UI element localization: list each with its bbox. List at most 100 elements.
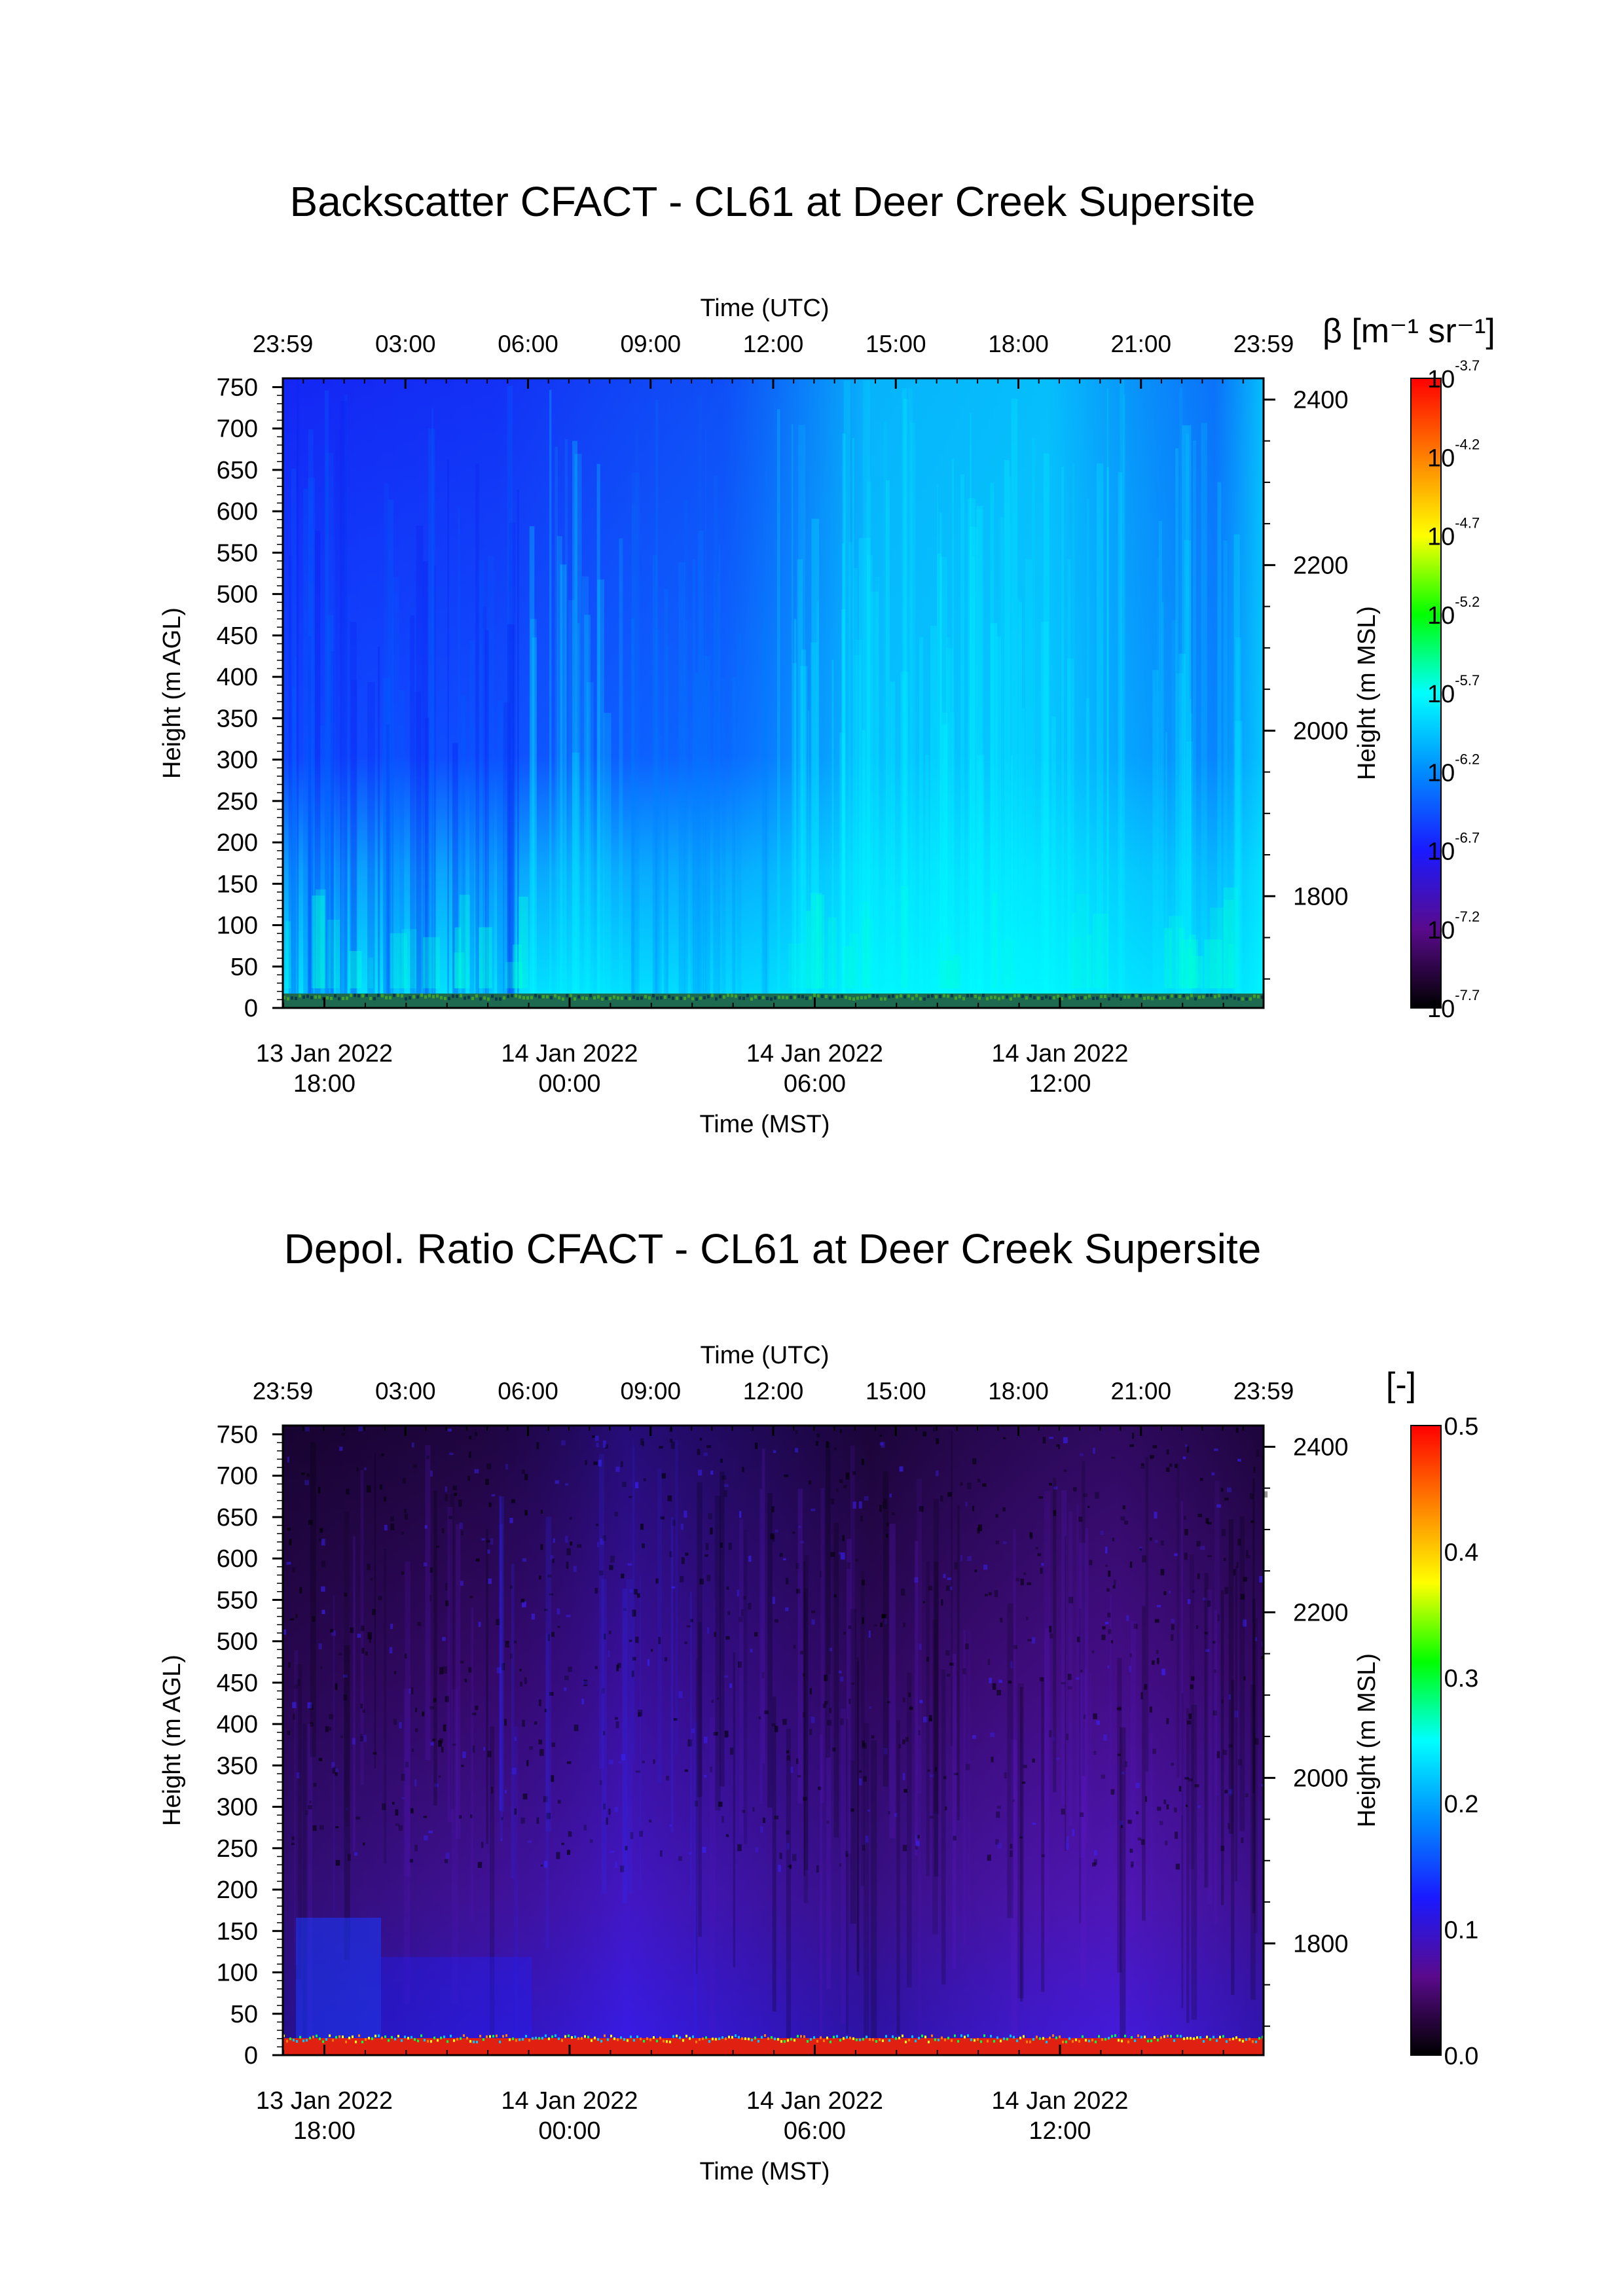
heatmap-speckle (850, 1808, 854, 1812)
heatmap-speckle (294, 1684, 298, 1689)
heatmap-aerosol-blob (1169, 916, 1183, 988)
top-axis-tick-label: 12:00 (743, 1378, 804, 1405)
heatmap-speckle (727, 1611, 731, 1615)
heatmap-surface-speckle (381, 994, 384, 997)
heatmap-streak (1231, 1679, 1235, 1995)
heatmap-speckle (889, 1494, 892, 1498)
heatmap-speckle (429, 1470, 433, 1477)
heatmap-surface-speckle (466, 2037, 468, 2040)
heatmap-speckle (786, 1755, 790, 1761)
heatmap-surface-speckle (1053, 996, 1055, 999)
heatmap-surface-speckle (892, 994, 894, 998)
heatmap-speckle (932, 1427, 936, 1432)
heatmap-speckle (335, 1683, 338, 1691)
heatmap-speckle (422, 1711, 425, 1717)
heatmap-streak (792, 663, 797, 1008)
heatmap-speckle (566, 1761, 572, 1765)
heatmap-surface-speckle (888, 2039, 890, 2042)
heatmap-surface-speckle (846, 2036, 848, 2039)
heatmap-surface-speckle (656, 996, 659, 1000)
heatmap-surface-speckle (771, 2036, 773, 2039)
heatmap-surface-speckle (830, 2040, 831, 2043)
heatmap-speckle (1204, 1632, 1209, 1635)
heatmap-surface-speckle (433, 2036, 435, 2039)
colorbar-tick-exponent: -3.7 (1455, 357, 1480, 374)
heatmap-streak (804, 1554, 809, 1870)
left-axis-tick-label: 600 (217, 498, 258, 526)
heatmap-speckle (564, 1483, 569, 1486)
heatmap-surface-speckle (1095, 2040, 1097, 2043)
colorbar-tick-exponent: -5.2 (1455, 594, 1480, 610)
heatmap-surface-speckle (428, 994, 431, 997)
heatmap-surface-speckle (1245, 997, 1248, 1001)
heatmap-surface-speckle (1226, 2040, 1228, 2043)
heatmap-speckle (551, 1742, 556, 1748)
heatmap-speckle (313, 1783, 317, 1787)
heatmap-speckle (321, 1609, 325, 1615)
heatmap-speckle (786, 1750, 790, 1753)
heatmap-streak (1150, 1733, 1153, 2049)
heatmap-surface-speckle (869, 2037, 871, 2041)
heatmap-speckle (647, 1659, 650, 1666)
heatmap-streak (549, 389, 552, 1008)
heatmap-speckle (661, 1473, 666, 1479)
heatmap-surface-speckle (574, 997, 576, 1001)
heatmap-streak (500, 1524, 503, 1839)
heatmap-speckle (1188, 1713, 1192, 1719)
heatmap-streak (797, 559, 803, 1008)
heatmap-speckle (945, 1585, 951, 1591)
heatmap-surface-speckle (939, 994, 941, 998)
heatmap-speckle (902, 1844, 907, 1852)
heatmap-surface-speckle (456, 994, 458, 998)
heatmap-speckle (834, 1447, 837, 1450)
heatmap-streak (1228, 1519, 1234, 1835)
heatmap-speckle (761, 1672, 765, 1679)
heatmap-streak (820, 1488, 824, 1803)
heatmap-streak (934, 1562, 939, 1877)
heatmap-speckle (1243, 1577, 1247, 1582)
colorbar-tick-label: 10-7.2 (1427, 908, 1480, 944)
heatmap-speckle (1174, 1831, 1178, 1839)
heatmap-surface-speckle (601, 997, 604, 1001)
heatmap-speckle (627, 1563, 632, 1566)
heatmap-speckle (642, 1761, 645, 1763)
heatmap-surface-speckle (1239, 2038, 1241, 2041)
heatmap-speckle (621, 1573, 625, 1579)
heatmap-surface-speckle (640, 996, 643, 1000)
heatmap-surface-speckle (302, 2039, 304, 2043)
heatmap-surface-speckle (998, 997, 1000, 1001)
heatmap-surface-speckle (621, 996, 623, 1000)
heatmap-surface-speckle (803, 2035, 805, 2038)
heatmap-speckle (309, 1801, 312, 1804)
heatmap-speckle (843, 1484, 847, 1488)
heatmap-speckle (1012, 1799, 1015, 1803)
heatmap-streak (1161, 601, 1164, 1008)
heatmap-surface-speckle (545, 2034, 547, 2037)
heatmap-speckle (610, 1850, 614, 1853)
heatmap-surface-speckle (401, 994, 403, 998)
heatmap-speckle (684, 1641, 687, 1644)
heatmap-streak (1007, 1603, 1013, 1918)
heatmap-surface-speckle (1167, 995, 1169, 999)
heatmap-speckle (770, 1533, 775, 1539)
heatmap-speckle (531, 1613, 535, 1620)
heatmap-speckle (1140, 1692, 1143, 1700)
left-axis-tick-label: 300 (217, 1794, 258, 1821)
heatmap-speckle (659, 1446, 663, 1449)
heatmap-speckle (536, 1817, 539, 1824)
heatmap-surface-speckle (751, 2038, 753, 2041)
heatmap-speckle (363, 1842, 365, 1846)
heatmap-streak (511, 1564, 515, 1879)
heatmap-surface-speckle (990, 2035, 992, 2038)
heatmap-speckle (697, 1448, 701, 1456)
heatmap-speckle (307, 1702, 312, 1709)
heatmap-surface-speckle (964, 2036, 966, 2039)
heatmap-surface-speckle (718, 2037, 720, 2041)
heatmap-streak (384, 483, 389, 1008)
heatmap-streak (344, 1645, 350, 1960)
heatmap-speckle (405, 1513, 409, 1520)
heatmap-surface-speckle (338, 997, 340, 1001)
left-axis-tick-label: 650 (217, 1504, 258, 1532)
heatmap-surface-speckle (993, 2039, 995, 2043)
heatmap-streak (657, 734, 662, 1008)
